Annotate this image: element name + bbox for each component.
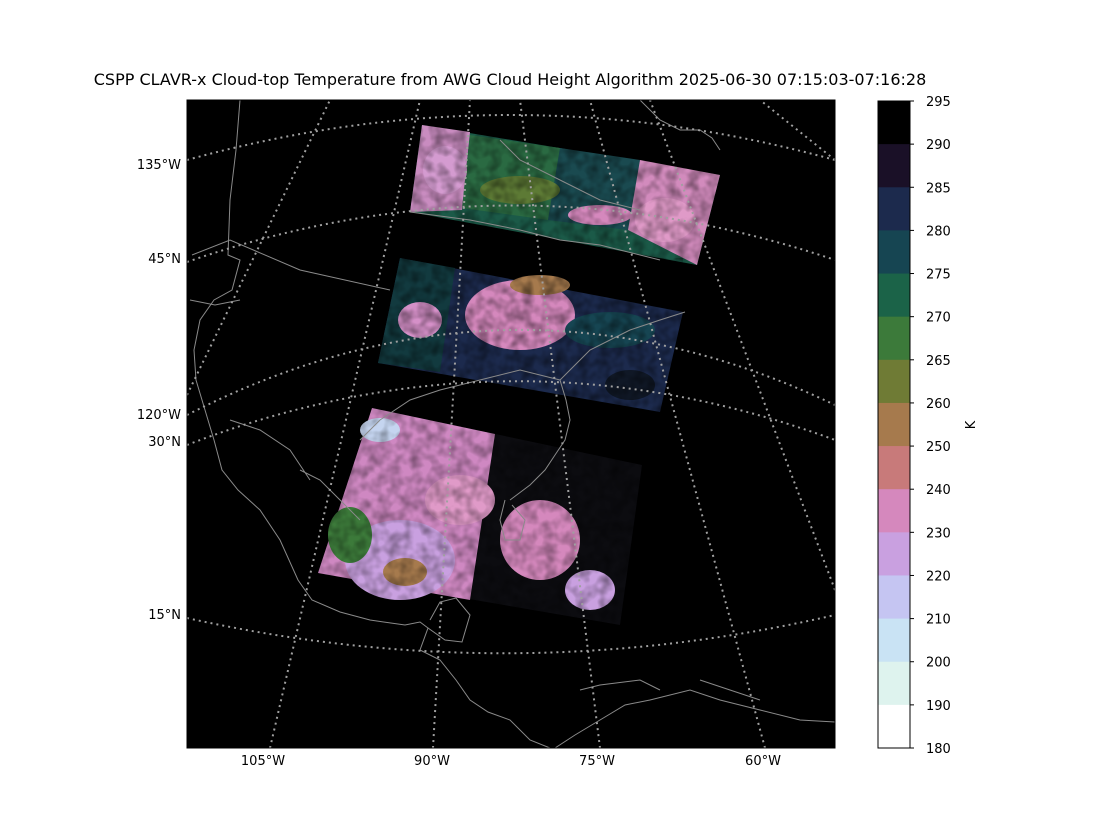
colorbar-tick-label: 240 xyxy=(926,483,951,498)
colorbar-tick-label: 295 xyxy=(926,95,951,110)
colorbar-segment xyxy=(878,187,910,231)
latitude-labels: 45°N 30°N 15°N xyxy=(148,252,181,623)
lat-label-30n: 30°N xyxy=(148,435,181,450)
colorbar-tick-label: 220 xyxy=(926,569,951,584)
colorbar-tick-label: 250 xyxy=(926,440,951,455)
colorbar-tick-label: 275 xyxy=(926,268,951,283)
colorbar-segment xyxy=(878,575,910,620)
colorbar-tick-label: 180 xyxy=(926,742,951,757)
map-frame xyxy=(186,99,836,749)
colorbar-segment xyxy=(878,532,910,576)
lon-label-75w: 75°W xyxy=(579,754,615,769)
colorbar-tick-label: 285 xyxy=(926,181,951,196)
swath-north xyxy=(410,125,720,265)
lon-label-60w: 60°W xyxy=(745,754,781,769)
colorbar-tick-label: 270 xyxy=(926,311,951,326)
colorbar-segment xyxy=(878,661,910,706)
lon-label-105w: 105°W xyxy=(241,754,285,769)
colorbar-unit-label: K xyxy=(964,420,979,429)
colorbar-segment xyxy=(878,704,910,749)
colorbar-segment xyxy=(878,446,910,490)
colorbar-tick-label: 260 xyxy=(926,397,951,412)
colorbar-tick-label: 210 xyxy=(926,613,951,628)
lon-label-90w: 90°W xyxy=(414,754,450,769)
swath-middle xyxy=(378,258,683,412)
colorbar-segment xyxy=(878,489,910,533)
colorbar-tick-label: 280 xyxy=(926,224,951,239)
map-title: CSPP CLAVR-x Cloud-top Temperature from … xyxy=(93,70,927,89)
colorbar-tick-label: 290 xyxy=(926,138,951,153)
lon-label-135w: 135°W xyxy=(137,158,181,173)
colorbar-segment xyxy=(878,316,910,361)
swath-south xyxy=(318,408,642,625)
colorbar: 295 290 285 280 275 270 265 260 250 240 230 220 210 2… xyxy=(877,95,951,757)
colorbar-segment xyxy=(878,402,910,447)
graticule xyxy=(187,100,835,748)
colorbar-segment xyxy=(878,101,910,145)
satellite-swaths xyxy=(318,125,720,625)
colorbar-segment xyxy=(878,144,910,188)
lat-label-45n: 45°N xyxy=(148,252,181,267)
colorbar-frame xyxy=(877,100,911,749)
colorbar-tick-label: 265 xyxy=(926,354,951,369)
lat-label-15n: 15°N xyxy=(148,608,181,623)
longitude-labels-left: 135°W 120°W xyxy=(137,158,181,423)
coastlines xyxy=(189,100,835,748)
colorbar-segment xyxy=(878,618,910,663)
colorbar-segment xyxy=(878,359,910,404)
colorbar-segment xyxy=(878,230,910,275)
lon-label-120w: 120°W xyxy=(137,408,181,423)
colorbar-tick-label: 200 xyxy=(926,656,951,671)
colorbar-tick-label: 230 xyxy=(926,526,951,541)
colorbar-segment xyxy=(878,273,910,318)
longitude-labels-bottom: 105°W 90°W 75°W 60°W xyxy=(241,754,781,769)
colorbar-tick-label: 190 xyxy=(926,699,951,714)
